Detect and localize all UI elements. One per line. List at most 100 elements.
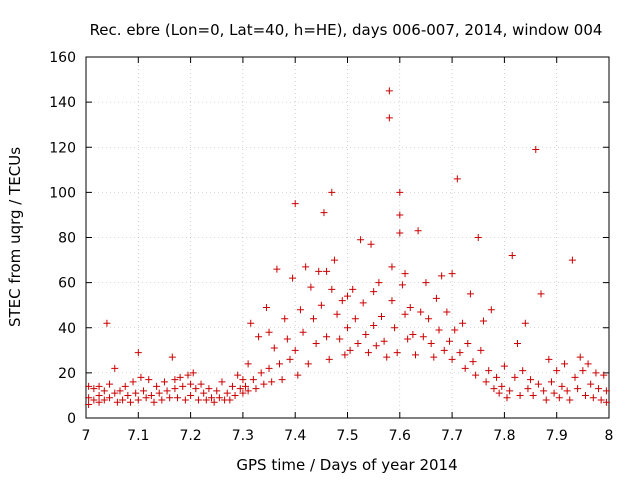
data-point xyxy=(100,387,108,395)
data-point xyxy=(153,382,161,390)
data-point xyxy=(85,400,93,408)
data-point xyxy=(145,376,153,384)
data-point xyxy=(268,378,276,386)
data-point xyxy=(430,353,438,361)
data-point xyxy=(90,385,98,393)
data-point xyxy=(291,346,299,354)
data-point xyxy=(307,283,315,291)
data-point xyxy=(456,349,464,357)
data-point xyxy=(524,385,532,393)
data-point xyxy=(265,328,273,336)
data-point xyxy=(160,378,168,386)
data-point xyxy=(270,344,278,352)
axis-ticks xyxy=(85,56,610,419)
data-point xyxy=(359,299,367,307)
data-point xyxy=(215,394,223,402)
y-tick-label: 140 xyxy=(49,95,76,111)
data-point xyxy=(276,360,284,368)
data-point xyxy=(291,200,299,208)
data-point xyxy=(137,373,145,381)
data-point xyxy=(239,376,247,384)
data-point xyxy=(419,333,427,341)
x-tick-label: 8 xyxy=(605,428,614,444)
data-point xyxy=(302,263,310,271)
data-point xyxy=(602,387,610,395)
data-point xyxy=(547,378,555,386)
data-point xyxy=(540,387,548,395)
data-point xyxy=(121,382,129,390)
data-point xyxy=(566,396,574,404)
x-axis-label: GPS time / Days of year 2014 xyxy=(236,456,457,474)
y-tick-label: 0 xyxy=(67,411,76,427)
x-tick-label: 7.7 xyxy=(441,428,463,444)
data-point xyxy=(323,267,331,275)
data-point xyxy=(262,303,270,311)
data-point xyxy=(532,146,540,154)
data-point xyxy=(142,394,150,402)
data-point xyxy=(226,396,234,404)
data-point xyxy=(377,312,385,320)
data-point xyxy=(126,398,134,406)
data-point xyxy=(600,371,608,379)
data-point xyxy=(479,317,487,325)
y-tick-label: 20 xyxy=(58,366,76,382)
data-point xyxy=(239,389,247,397)
data-point xyxy=(451,326,459,334)
data-point xyxy=(553,367,561,375)
data-point xyxy=(213,387,221,395)
data-point xyxy=(425,315,433,323)
data-point xyxy=(411,351,419,359)
data-point xyxy=(574,385,582,393)
data-point xyxy=(513,340,521,348)
data-point xyxy=(516,391,524,399)
x-tick-label: 7 xyxy=(82,428,91,444)
data-point xyxy=(396,211,404,219)
data-point xyxy=(194,396,202,404)
data-point xyxy=(542,396,550,404)
data-point xyxy=(283,335,291,343)
data-point xyxy=(438,272,446,280)
data-point xyxy=(445,337,453,345)
data-point xyxy=(106,380,114,388)
data-point xyxy=(498,382,506,390)
data-point xyxy=(273,265,281,273)
data-point xyxy=(362,331,370,339)
data-point xyxy=(351,315,359,323)
data-point xyxy=(150,398,158,406)
data-point xyxy=(129,378,137,386)
x-tick-label: 7.4 xyxy=(284,428,306,444)
data-point xyxy=(166,394,174,402)
data-point xyxy=(299,328,307,336)
data-point xyxy=(200,389,208,397)
data-point xyxy=(281,315,289,323)
x-tick-labels: 7 7.1 7.2 7.3 7.4 7.5 7.6 7.7 7.8 7.9 8 xyxy=(82,428,614,444)
data-point xyxy=(527,376,535,384)
y-axis-label: STEC from uqrg / TECUs xyxy=(6,147,24,327)
data-point xyxy=(404,335,412,343)
data-point xyxy=(132,389,140,397)
data-points xyxy=(85,87,610,408)
data-point xyxy=(563,387,571,395)
data-point xyxy=(260,380,268,388)
data-point xyxy=(422,279,430,287)
data-point xyxy=(558,382,566,390)
data-point xyxy=(432,294,440,302)
data-point xyxy=(597,396,605,404)
data-point xyxy=(140,387,148,395)
data-point xyxy=(257,369,265,377)
chart-title: Rec. ebre (Lon=0, Lat=40, h=HE), days 00… xyxy=(90,21,603,39)
x-tick-label: 7.9 xyxy=(546,428,568,444)
data-point xyxy=(414,227,422,235)
data-point xyxy=(401,270,409,278)
data-point xyxy=(90,396,98,404)
data-point xyxy=(192,385,200,393)
data-point xyxy=(228,382,236,390)
data-point xyxy=(485,367,493,375)
data-point xyxy=(205,385,213,393)
data-point xyxy=(568,256,576,264)
data-point xyxy=(357,236,365,244)
data-point xyxy=(443,308,451,316)
data-point xyxy=(519,367,527,375)
data-point xyxy=(252,385,260,393)
x-tick-label: 7.5 xyxy=(336,428,358,444)
